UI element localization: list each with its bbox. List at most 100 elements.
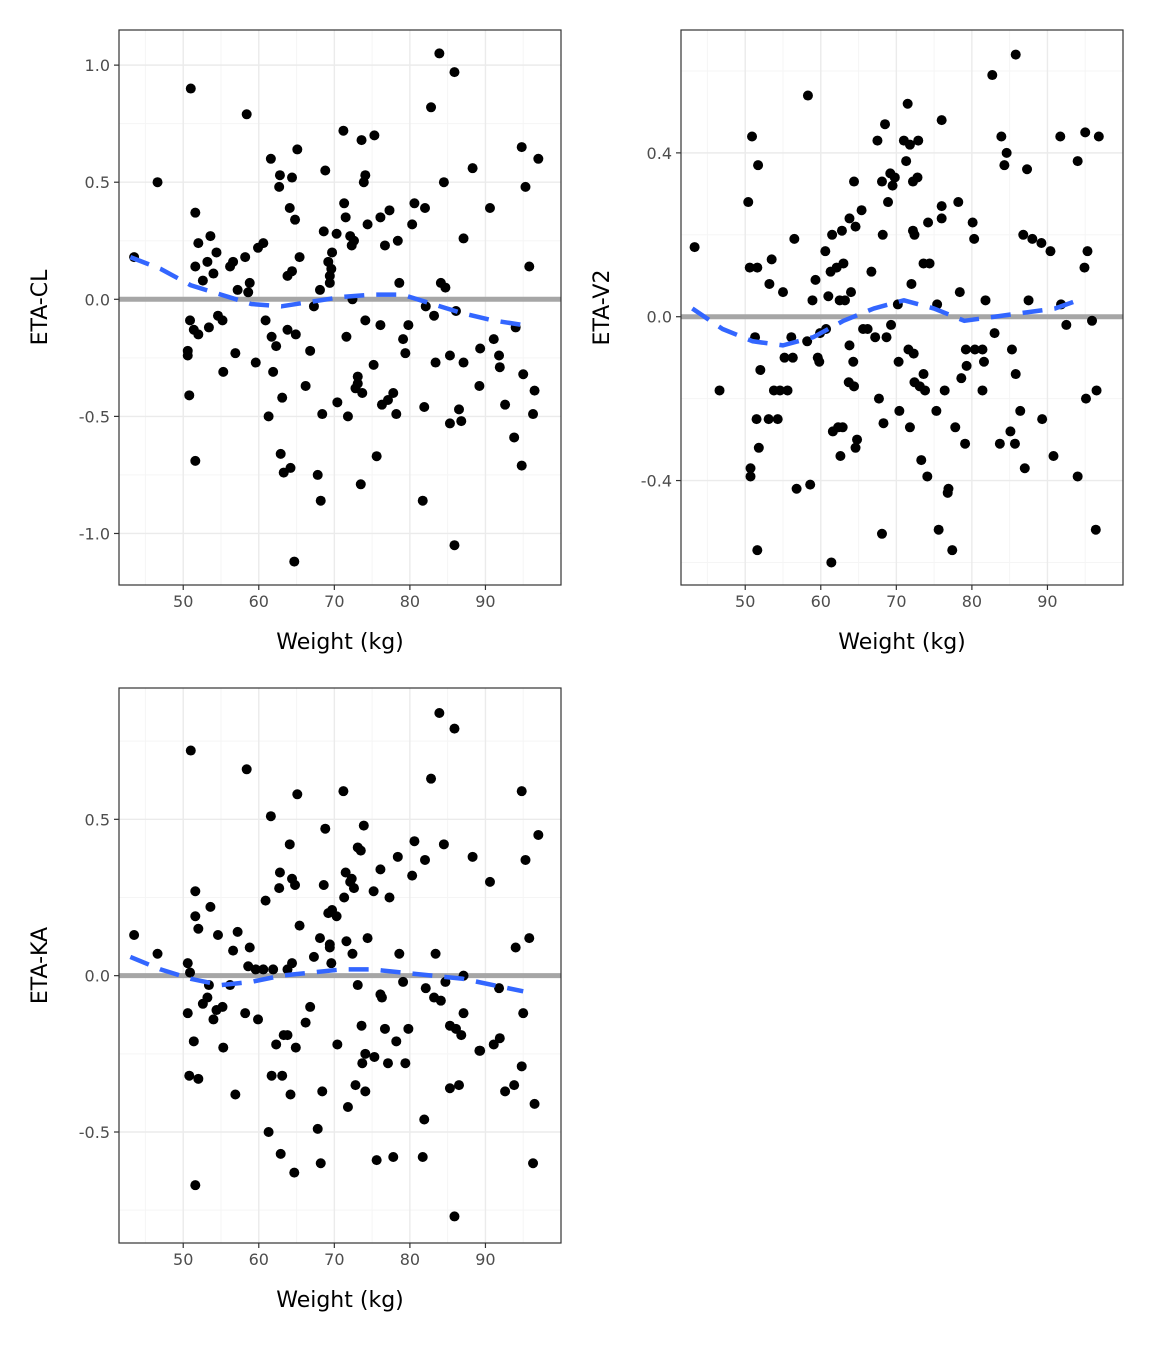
data-point: [382, 395, 393, 405]
data-point: [314, 284, 325, 295]
data-point: [1072, 471, 1083, 482]
data-point: [933, 524, 944, 535]
data-point: [873, 393, 884, 404]
data-point: [449, 1211, 460, 1222]
data-point: [241, 764, 252, 775]
data-point: [324, 277, 335, 288]
data-point: [978, 356, 989, 367]
data-point: [969, 344, 980, 355]
y-tick-label: 0.5: [85, 173, 110, 192]
data-point: [253, 1014, 264, 1025]
data-point: [961, 360, 972, 371]
data-point: [449, 723, 460, 734]
data-point: [212, 930, 223, 941]
data-point: [324, 939, 335, 950]
y-tick-label: -0.4: [641, 472, 672, 491]
data-point: [241, 109, 252, 120]
data-point: [305, 345, 316, 356]
y-axis-title: ETA-KA: [28, 927, 53, 1004]
data-point: [1045, 246, 1056, 257]
data-point: [184, 390, 195, 401]
data-point: [429, 310, 440, 321]
data-point: [475, 343, 486, 354]
data-point: [391, 409, 402, 420]
data-point: [1079, 262, 1090, 273]
data-point: [494, 983, 505, 994]
data-point: [315, 495, 326, 506]
data-point: [839, 295, 850, 306]
data-point: [936, 213, 947, 224]
data-point: [230, 1089, 241, 1100]
x-tick-label: 70: [324, 1250, 344, 1269]
data-point: [314, 933, 325, 944]
data-point: [260, 895, 271, 906]
data-point: [352, 371, 363, 382]
data-point: [947, 545, 958, 556]
data-point: [217, 315, 228, 326]
data-point: [689, 242, 700, 253]
data-point: [371, 451, 382, 462]
data-point: [913, 135, 924, 146]
data-point: [518, 369, 529, 380]
data-point: [243, 287, 254, 298]
data-point: [894, 405, 905, 416]
data-point: [208, 268, 219, 279]
data-point: [714, 385, 725, 396]
data-point: [182, 1008, 193, 1019]
x-tick-label: 90: [475, 1250, 495, 1269]
data-point: [274, 883, 285, 894]
data-point: [1048, 450, 1059, 461]
data-point: [876, 528, 887, 539]
data-point: [887, 180, 898, 191]
data-point: [398, 976, 409, 987]
x-tick-label: 80: [400, 592, 420, 611]
data-point: [185, 83, 196, 94]
data-point: [420, 301, 431, 312]
data-point: [271, 341, 282, 352]
data-point: [802, 90, 813, 101]
data-point: [802, 336, 813, 347]
data-point: [426, 102, 437, 113]
data-point: [1009, 438, 1020, 449]
data-point: [936, 115, 947, 126]
data-point: [379, 240, 390, 251]
data-point: [388, 1152, 399, 1163]
data-point: [357, 387, 368, 398]
data-point: [763, 414, 774, 425]
data-point: [420, 983, 431, 994]
data-point: [290, 214, 301, 225]
data-point: [218, 366, 229, 377]
data-point: [190, 455, 201, 466]
data-point: [810, 274, 821, 285]
data-point: [369, 130, 380, 141]
data-point: [417, 495, 428, 506]
data-point: [488, 334, 499, 345]
data-point: [327, 247, 338, 258]
data-point: [403, 320, 414, 331]
data-point: [878, 418, 889, 429]
data-point: [529, 385, 540, 396]
data-point: [203, 322, 214, 333]
data-point: [289, 1167, 300, 1178]
data-point: [509, 1080, 520, 1091]
data-point: [518, 1008, 529, 1019]
data-point: [1010, 369, 1021, 380]
data-point: [533, 153, 544, 164]
data-point: [356, 1020, 367, 1031]
y-tick-label: -0.5: [79, 1123, 110, 1142]
data-point: [877, 229, 888, 240]
data-point: [332, 1039, 343, 1050]
data-point: [368, 359, 379, 370]
data-point: [849, 381, 860, 392]
data-point: [745, 463, 756, 474]
data-point: [916, 455, 927, 466]
x-tick-label: 60: [249, 592, 269, 611]
data-point: [494, 1033, 505, 1044]
data-point: [320, 165, 331, 176]
data-point: [814, 356, 825, 367]
data-point: [332, 397, 343, 408]
data-point: [409, 836, 420, 847]
data-point: [250, 357, 261, 368]
data-point: [893, 356, 904, 367]
